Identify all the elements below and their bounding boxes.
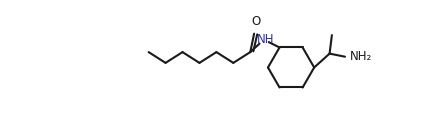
Text: NH₂: NH₂ (350, 50, 372, 63)
Text: O: O (251, 15, 260, 28)
Text: NH: NH (257, 33, 274, 46)
